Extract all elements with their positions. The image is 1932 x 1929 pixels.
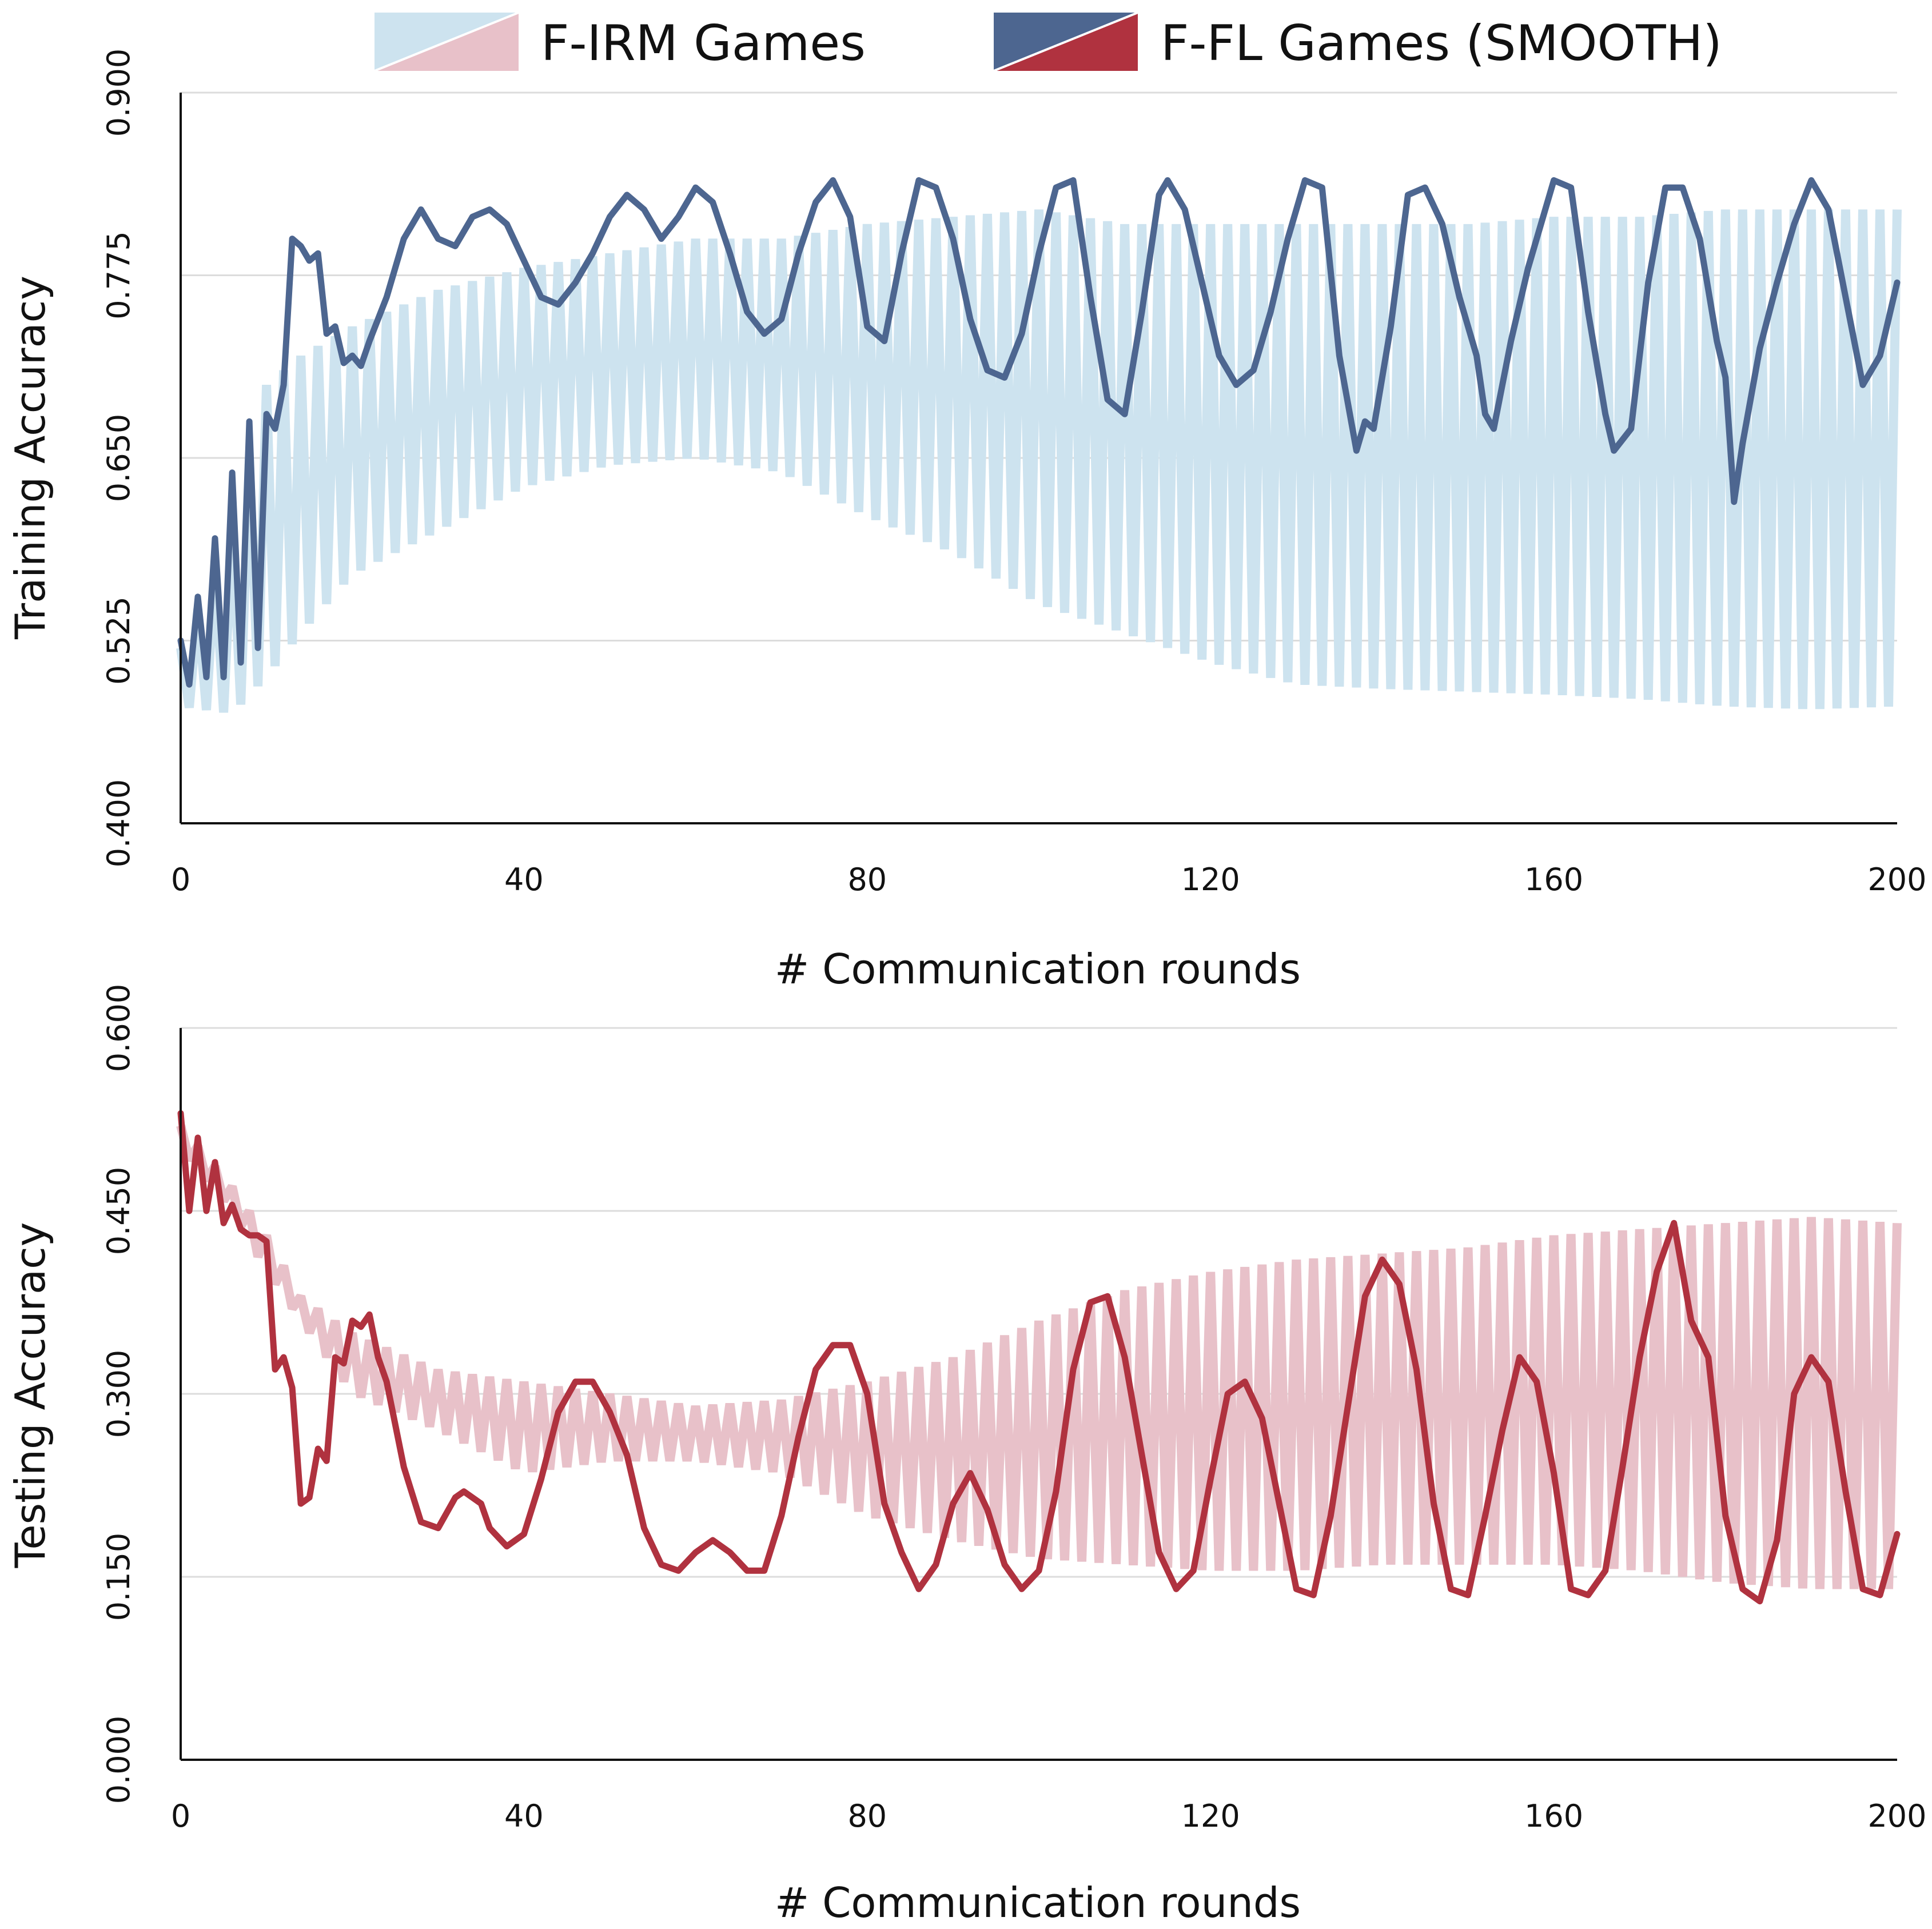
- training-y-tick-label: 0.525: [101, 596, 137, 685]
- training-y-tick-label: 0.775: [101, 231, 137, 320]
- training-y-tick-label: 0.650: [101, 414, 137, 503]
- testing-x-tick-label: 160: [1524, 1798, 1583, 1834]
- training-y-tick-label: 0.400: [101, 779, 137, 868]
- training-x-tick-label: 0: [171, 862, 190, 898]
- testing-y-tick-label: 0.600: [101, 984, 137, 1073]
- legend-label-f-irm: F-IRM Games: [541, 15, 866, 72]
- testing-y-tick-label: 0.150: [101, 1533, 137, 1621]
- testing-x-tick-label: 200: [1867, 1798, 1926, 1834]
- testing-axes: [180, 1028, 1897, 1761]
- testing-f-fl-smooth-line: [177, 1110, 1901, 1605]
- training-f-fl-smooth-line: [177, 177, 1901, 688]
- testing-y-tick-labels: 0.000 0.150 0.300 0.450 0.600: [101, 984, 137, 1804]
- legend-swatch-f-irm-divider: [374, 11, 519, 72]
- training-x-tick-labels: 0 40 80 120 160 200: [171, 862, 1927, 898]
- training-x-tick-label: 120: [1181, 862, 1240, 898]
- testing-x-tick-label: 80: [847, 1798, 887, 1834]
- testing-x-tick-label: 120: [1181, 1798, 1240, 1834]
- training-f-fl-line-group: [177, 177, 1901, 688]
- legend: F-IRM Games F-FL Games (SMOOTH): [374, 11, 1722, 72]
- testing-x-tick-label: 40: [504, 1798, 544, 1834]
- legend-label-f-fl-smooth: F-FL Games (SMOOTH): [1161, 15, 1722, 72]
- testing-x-axis-title: # Communication rounds: [775, 1879, 1301, 1927]
- testing-f-irm-band-path: [176, 1124, 1902, 1589]
- training-y-axis-title: Training Accuracy: [6, 276, 54, 640]
- testing-accuracy-plot: 0 40 80 120 160 200 0.000 0.150 0.300 0.450 0.600…: [6, 984, 1927, 1927]
- training-x-tick-label: 80: [847, 862, 887, 898]
- training-accuracy-plot: 0 40 80 120 160 200 0.400 0.525 0.650 0.775 0.900…: [6, 49, 1927, 993]
- training-x-tick-label: 160: [1524, 862, 1583, 898]
- training-x-tick-label: 40: [504, 862, 544, 898]
- legend-item-f-irm: F-IRM Games: [374, 11, 866, 72]
- testing-f-irm-band: [176, 1124, 1902, 1589]
- training-y-tick-labels: 0.400 0.525 0.650 0.775 0.900: [101, 49, 137, 868]
- training-x-axis-title: # Communication rounds: [775, 945, 1301, 993]
- testing-x-tick-labels: 0 40 80 120 160 200: [171, 1798, 1927, 1834]
- training-x-tick-label: 200: [1867, 862, 1926, 898]
- testing-y-tick-label: 0.300: [101, 1350, 137, 1438]
- testing-x-tick-label: 0: [171, 1798, 190, 1834]
- testing-y-tick-label: 0.000: [101, 1716, 137, 1804]
- training-f-irm-band: [176, 209, 1902, 713]
- training-f-irm-band-path: [176, 209, 1902, 713]
- testing-y-axis-title: Testing Accuracy: [6, 1222, 54, 1569]
- testing-f-fl-line-group: [177, 1110, 1901, 1605]
- training-y-tick-label: 0.900: [101, 49, 137, 137]
- legend-item-f-fl-smooth: F-FL Games (SMOOTH): [993, 11, 1722, 72]
- training-axes: [180, 93, 1897, 824]
- legend-swatch-f-fl-divider: [993, 11, 1138, 72]
- testing-y-tick-label: 0.450: [101, 1167, 137, 1256]
